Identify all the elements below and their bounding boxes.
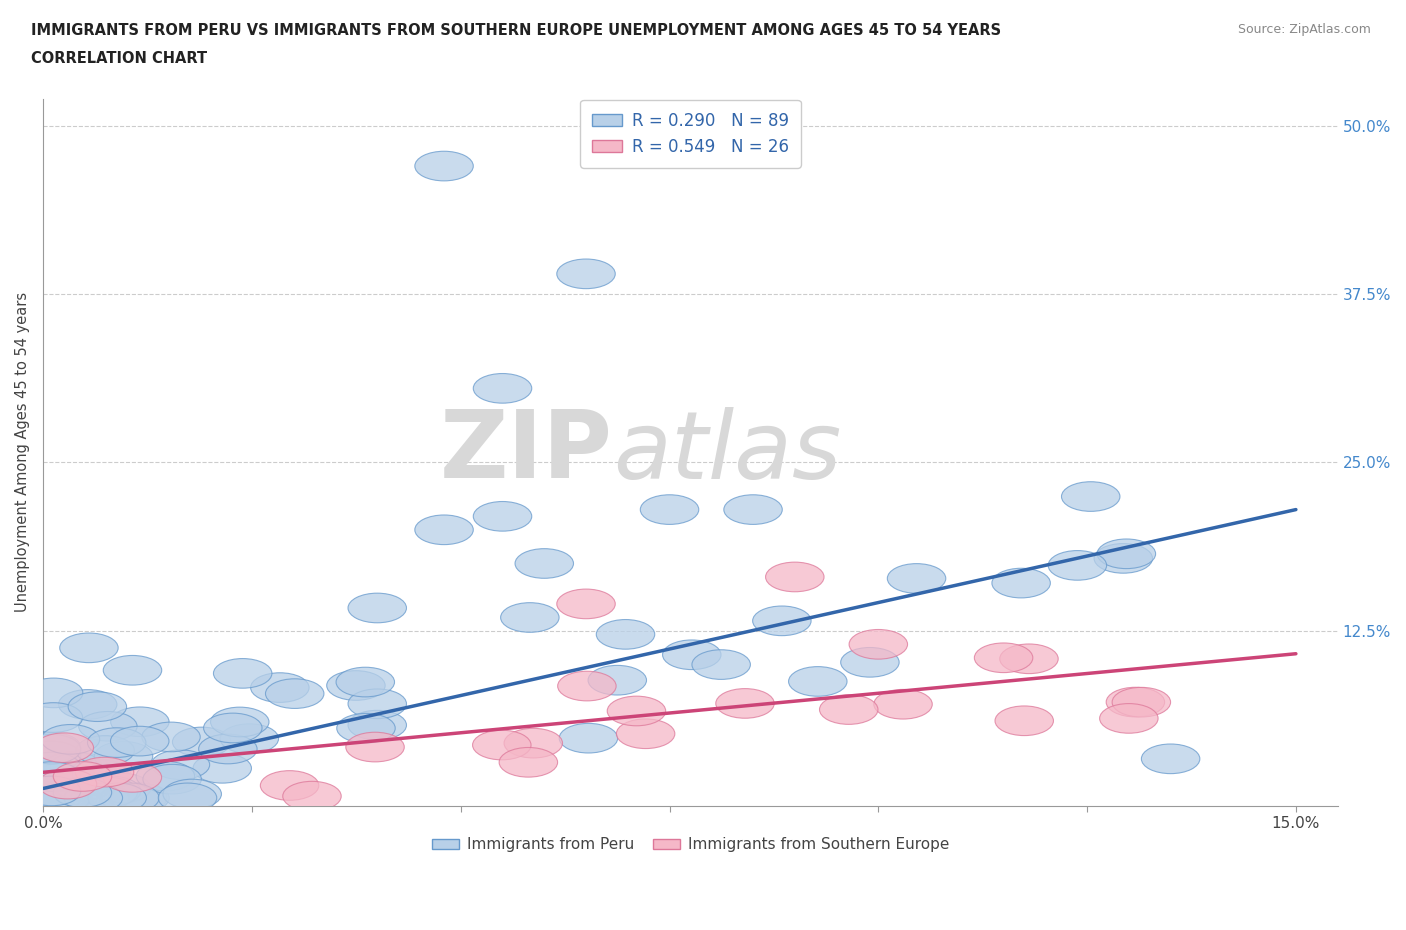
Legend: Immigrants from Peru, Immigrants from Southern Europe: Immigrants from Peru, Immigrants from So… — [426, 831, 955, 858]
Text: ZIP: ZIP — [440, 406, 613, 498]
Text: CORRELATION CHART: CORRELATION CHART — [31, 51, 207, 66]
Text: atlas: atlas — [613, 406, 841, 498]
Text: Source: ZipAtlas.com: Source: ZipAtlas.com — [1237, 23, 1371, 36]
Text: IMMIGRANTS FROM PERU VS IMMIGRANTS FROM SOUTHERN EUROPE UNEMPLOYMENT AMONG AGES : IMMIGRANTS FROM PERU VS IMMIGRANTS FROM … — [31, 23, 1001, 38]
Y-axis label: Unemployment Among Ages 45 to 54 years: Unemployment Among Ages 45 to 54 years — [15, 292, 30, 612]
